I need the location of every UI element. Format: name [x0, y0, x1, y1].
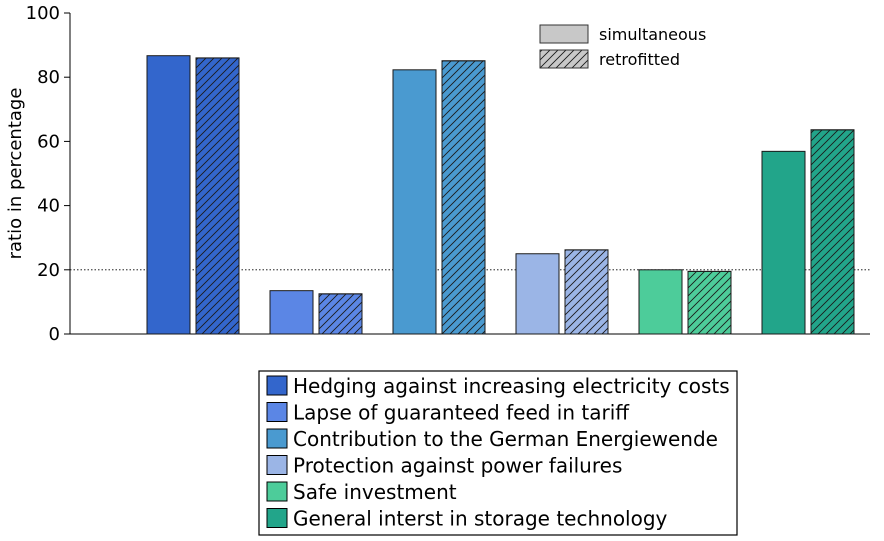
category-legend-label-3: Protection against power failures — [293, 454, 622, 478]
category-legend-swatch-3 — [266, 455, 288, 475]
y-tick-label-1: 20 — [37, 260, 60, 281]
category-legend-swatch-4 — [266, 481, 288, 502]
bar-hatch-3 — [564, 249, 609, 335]
category-legend-swatch-0 — [266, 375, 288, 396]
category-legend-label-4: Safe investment — [293, 480, 457, 504]
series-legend-label-1: retrofitted — [599, 50, 680, 69]
y-tick-label-5: 100 — [26, 3, 60, 24]
category-legend-label-5: General interst in storage technology — [293, 507, 668, 531]
plot-area: 0 20 40 60 80 100 ratio in percentage — [5, 3, 870, 345]
series-legend: simultaneous retrofitted — [539, 24, 706, 69]
category-legend-label-1: Lapse of guaranteed feed in tariff — [293, 401, 630, 425]
bar-hatch-4 — [687, 270, 732, 335]
category-legend-label-2: Contribution to the German Energiewende — [293, 427, 718, 451]
category-legend-swatch-1 — [266, 402, 288, 422]
series-legend-hatch-1 — [539, 49, 589, 69]
bar-0-2 — [392, 69, 437, 335]
series-legend-label-0: simultaneous — [599, 25, 706, 44]
y-tick-label-4: 80 — [37, 67, 60, 88]
bar-hatch-5 — [810, 129, 855, 335]
y-tick-label-2: 40 — [37, 196, 60, 217]
bar-0-1 — [269, 290, 314, 335]
category-legend-box — [258, 370, 738, 536]
bar-hatch-1 — [318, 293, 363, 335]
category-legend-label-0: Hedging against increasing electricity c… — [293, 374, 730, 398]
bar-hatch-2 — [441, 60, 486, 335]
bar-0-4 — [638, 269, 683, 335]
bar-0-3 — [515, 253, 560, 335]
y-tick-label-3: 60 — [37, 131, 60, 152]
bar-hatch-0 — [195, 57, 240, 335]
bar-0-0 — [146, 55, 191, 335]
y-tick-label-0: 0 — [49, 324, 60, 345]
category-legend-swatch-2 — [266, 428, 288, 449]
bar-0-5 — [761, 150, 806, 335]
y-axis-title: ratio in percentage — [5, 88, 26, 260]
category-legend-swatch-5 — [266, 508, 288, 528]
category-legend: Hedging against increasing electricity c… — [258, 370, 738, 536]
series-legend-swatch-0 — [539, 24, 589, 44]
